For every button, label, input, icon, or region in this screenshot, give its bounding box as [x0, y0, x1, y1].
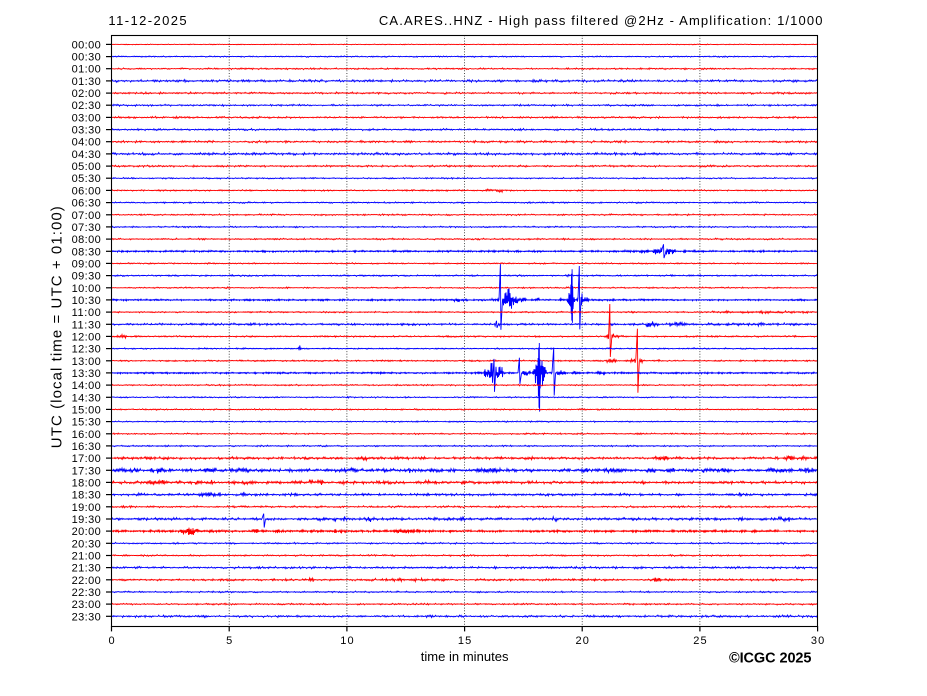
- svg-text:14:00: 14:00: [72, 380, 101, 392]
- svg-text:04:00: 04:00: [72, 137, 101, 149]
- svg-text:00:00: 00:00: [72, 39, 101, 51]
- svg-text:12:30: 12:30: [72, 344, 101, 356]
- svg-text:09:30: 09:30: [72, 271, 101, 283]
- svg-text:21:30: 21:30: [72, 563, 101, 575]
- svg-text:01:00: 01:00: [72, 64, 101, 76]
- svg-text:13:00: 13:00: [72, 356, 101, 368]
- svg-text:5: 5: [226, 635, 232, 647]
- svg-text:10:30: 10:30: [72, 295, 101, 307]
- svg-text:07:00: 07:00: [72, 210, 101, 222]
- svg-text:17:30: 17:30: [72, 465, 101, 477]
- svg-text:06:00: 06:00: [72, 185, 101, 197]
- svg-text:08:30: 08:30: [72, 246, 101, 258]
- svg-text:10:00: 10:00: [72, 283, 101, 295]
- svg-text:22:00: 22:00: [72, 575, 101, 587]
- svg-text:15:30: 15:30: [72, 417, 101, 429]
- svg-text:01:30: 01:30: [72, 76, 101, 88]
- svg-text:19:30: 19:30: [72, 514, 101, 526]
- svg-text:00:30: 00:30: [72, 52, 101, 64]
- svg-text:02:30: 02:30: [72, 100, 101, 112]
- svg-text:13:30: 13:30: [72, 368, 101, 380]
- svg-text:10: 10: [340, 635, 353, 647]
- svg-text:14:30: 14:30: [72, 392, 101, 404]
- svg-text:18:00: 18:00: [72, 477, 101, 489]
- svg-text:09:00: 09:00: [72, 258, 101, 270]
- svg-text:time in minutes: time in minutes: [421, 649, 509, 664]
- svg-text:20:00: 20:00: [72, 526, 101, 538]
- svg-text:25: 25: [693, 635, 706, 647]
- svg-text:03:00: 03:00: [72, 112, 101, 124]
- svg-text:30: 30: [811, 635, 824, 647]
- svg-text:11:00: 11:00: [72, 307, 101, 319]
- svg-text:06:30: 06:30: [72, 198, 101, 210]
- svg-text:03:30: 03:30: [72, 125, 101, 137]
- svg-text:21:00: 21:00: [72, 551, 101, 563]
- svg-text:15:00: 15:00: [72, 404, 101, 416]
- svg-text:07:30: 07:30: [72, 222, 101, 234]
- svg-text:©ICGC 2025: ©ICGC 2025: [729, 650, 812, 666]
- svg-text:17:00: 17:00: [72, 453, 101, 465]
- svg-text:23:00: 23:00: [72, 599, 101, 611]
- svg-text:CA.ARES..HNZ - High pass filte: CA.ARES..HNZ - High pass filtered @2Hz -…: [379, 13, 823, 28]
- svg-text:19:00: 19:00: [72, 502, 101, 514]
- svg-text:18:30: 18:30: [72, 490, 101, 502]
- svg-text:05:00: 05:00: [72, 161, 101, 173]
- svg-text:23:30: 23:30: [72, 611, 101, 623]
- svg-text:02:00: 02:00: [72, 88, 101, 100]
- svg-text:11:30: 11:30: [72, 319, 101, 331]
- svg-text:0: 0: [108, 635, 114, 647]
- svg-text:16:30: 16:30: [72, 441, 101, 453]
- svg-text:11-12-2025: 11-12-2025: [108, 13, 186, 28]
- svg-text:20: 20: [576, 635, 589, 647]
- svg-text:12:00: 12:00: [72, 331, 101, 343]
- svg-text:04:30: 04:30: [72, 149, 101, 161]
- svg-text:08:00: 08:00: [72, 234, 101, 246]
- svg-text:UTC (local time = UTC + 01:00): UTC (local time = UTC + 01:00): [48, 206, 65, 448]
- svg-text:15: 15: [458, 635, 471, 647]
- svg-text:16:00: 16:00: [72, 429, 101, 441]
- svg-text:05:30: 05:30: [72, 173, 101, 185]
- svg-text:22:30: 22:30: [72, 587, 101, 599]
- svg-text:20:30: 20:30: [72, 538, 101, 550]
